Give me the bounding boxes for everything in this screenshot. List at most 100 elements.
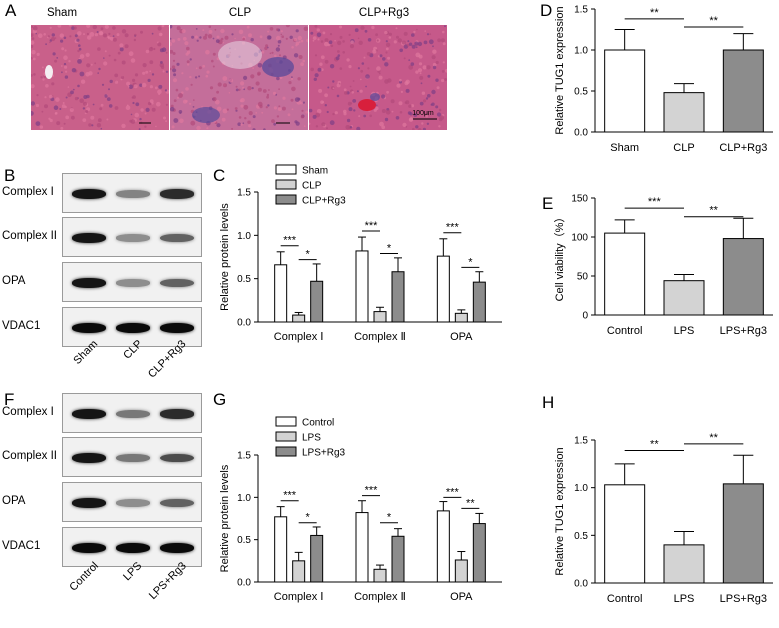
tissue-cell: [412, 127, 415, 130]
tissue-cell: [269, 52, 272, 55]
tissue-cell: [275, 35, 281, 41]
tissue-cell: [107, 36, 111, 40]
bar-clp-rg3: [391, 271, 405, 323]
inflammatory-infiltrate: [192, 107, 220, 123]
tissue-cell: [401, 40, 406, 45]
tissue-cell: [396, 35, 399, 39]
tissue-cell: [252, 128, 256, 130]
legend-swatch: [275, 164, 297, 175]
tissue-cell: [44, 96, 47, 99]
tissue-cell: [424, 30, 426, 32]
histology-label-clp: CLP: [228, 7, 252, 19]
tissue-cell: [139, 83, 143, 87]
bar-lps: [663, 280, 705, 316]
tissue-cell: [427, 74, 431, 78]
tissue-cell: [438, 125, 441, 128]
tissue-cell: [440, 38, 445, 43]
legend-swatch: [275, 431, 297, 442]
tissue-cell: [235, 85, 238, 88]
tissue-cell: [83, 33, 85, 36]
tissue-cell: [185, 52, 189, 56]
tissue-cell: [149, 60, 154, 65]
tissue-cell: [423, 99, 427, 103]
tissue-cell: [271, 51, 274, 54]
tissue-cell: [346, 118, 351, 123]
tissue-cell: [358, 40, 363, 45]
panel-letter-e: E: [542, 194, 554, 213]
tissue-cell: [173, 118, 179, 123]
tissue-cell: [149, 99, 154, 104]
tissue-cell: [64, 49, 67, 52]
tissue-cell: [415, 70, 419, 74]
tissue-cell: [92, 103, 95, 106]
tissue-cell: [353, 109, 356, 112]
panel-letter-d: D: [540, 1, 553, 20]
tissue-cell: [97, 72, 99, 74]
tissue-cell: [165, 51, 168, 54]
legend-label: Sham: [302, 166, 328, 177]
blot-f-band: [72, 453, 106, 463]
blot-f-protein-label: OPA: [2, 495, 26, 507]
x-tick-label: CLP: [673, 142, 694, 154]
tissue-cell: [261, 50, 265, 54]
tissue-cell: [82, 107, 86, 110]
tissue-cell: [235, 109, 238, 112]
tissue-cell: [251, 87, 254, 90]
tissue-cell: [144, 125, 147, 128]
tissue-cell: [329, 64, 335, 69]
histology-image-clp-rg3: 100μm: [309, 25, 447, 130]
tissue-cell: [216, 90, 219, 94]
tissue-cell: [322, 101, 325, 104]
tissue-cell: [235, 88, 239, 92]
tissue-cell: [266, 35, 272, 40]
tissue-cell: [100, 103, 104, 107]
tissue-cell: [406, 43, 410, 47]
tissue-cell: [285, 37, 288, 40]
tissue-cell: [431, 55, 436, 60]
tissue-cell: [294, 120, 298, 124]
bar-clp-rg3: [310, 280, 324, 323]
tissue-cell: [141, 82, 147, 88]
chart-h-tug1-expression: 0.0 0.5 1.0 1.5 Relative TUG1 expression Cont…: [554, 432, 773, 605]
tissue-cell: [417, 111, 420, 114]
tissue-cell: [404, 101, 407, 104]
tissue-cell: [388, 36, 392, 39]
tissue-cell: [33, 73, 36, 76]
tissue-cell: [100, 27, 104, 31]
tissue-cell: [134, 73, 139, 77]
legend-swatch: [275, 194, 297, 205]
tissue-cell: [175, 88, 179, 92]
tissue-cell: [103, 61, 108, 66]
tissue-cell: [300, 101, 303, 105]
tissue-cell: [160, 61, 163, 64]
tissue-cell: [297, 77, 301, 81]
x-tick-label: Control: [607, 593, 642, 605]
tissue-cell: [246, 25, 250, 29]
y-tick-label: 0.0: [574, 579, 588, 590]
blot-b-band: [160, 323, 194, 333]
tissue-cell: [57, 25, 62, 28]
tissue-cell: [134, 112, 140, 118]
tissue-cell: [65, 115, 70, 120]
tissue-cell: [121, 29, 127, 34]
tissue-cell: [437, 38, 441, 43]
tissue-cell: [303, 125, 306, 127]
significance-label: **: [709, 205, 718, 217]
tissue-cell: [206, 127, 209, 130]
tissue-cell: [351, 91, 354, 94]
tissue-cell: [216, 106, 222, 112]
tissue-cell: [145, 49, 150, 54]
tissue-cell: [402, 122, 407, 127]
tissue-cell: [300, 39, 304, 43]
inflammatory-infiltrate: [262, 57, 294, 77]
tissue-cell: [64, 75, 69, 79]
y-axis-label: Relative protein levels: [219, 464, 231, 572]
tissue-cell: [171, 65, 176, 69]
tissue-cell: [445, 68, 447, 73]
significance-label: *: [306, 249, 311, 261]
tissue-cell: [335, 56, 340, 61]
tissue-cell: [261, 111, 264, 114]
blot-b-blot-strip: [62, 307, 202, 347]
blot-f-band: [160, 543, 194, 553]
tissue-cell: [397, 38, 402, 43]
